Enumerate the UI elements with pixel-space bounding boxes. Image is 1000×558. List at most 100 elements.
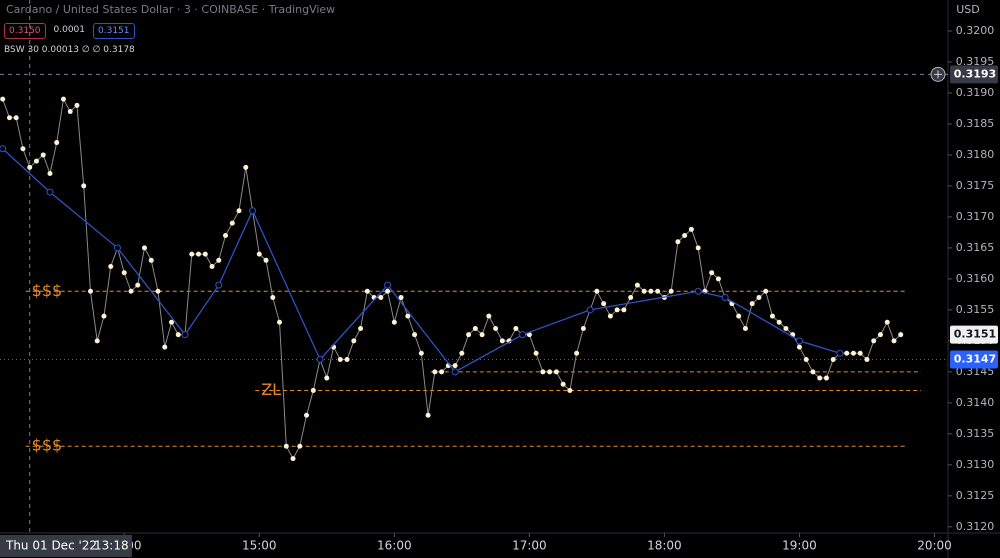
price-dot [54, 140, 60, 146]
price-dot [277, 319, 283, 325]
zigzag-point [215, 281, 223, 289]
zigzag-point [0, 145, 7, 153]
y-tick-label: 0.3175 [956, 179, 995, 192]
level-label: $$$ [32, 436, 63, 455]
zigzag-point [721, 293, 729, 301]
zigzag-point [113, 244, 121, 252]
y-tick-label: 0.3165 [956, 241, 995, 254]
indicator-text: BSW 30 0.00013 ∅ ∅ 0.3178 [4, 45, 135, 55]
marker-price-label-box [950, 350, 998, 369]
zigzag-point [586, 306, 594, 314]
price-dot [405, 313, 411, 319]
price-dot [425, 412, 431, 418]
price-dot [776, 319, 782, 325]
price-dot [621, 307, 627, 313]
symbol-title: Cardano / United States Dollar · 3 · COI… [6, 3, 336, 16]
price-dot [695, 245, 701, 251]
price-dot [803, 356, 809, 362]
price-dot [898, 332, 904, 338]
y-tick-label: 0.3180 [956, 148, 995, 161]
price-dot [749, 301, 755, 307]
price-dot [810, 369, 816, 375]
price-dot [337, 356, 343, 362]
y-tick-label: 0.3160 [956, 272, 995, 285]
price-dot [540, 369, 546, 375]
y-tick-label: 0.3155 [956, 303, 995, 316]
price-dot [74, 102, 80, 108]
price-dot [162, 344, 168, 350]
price-dot [580, 325, 586, 331]
price-dot [243, 164, 249, 170]
price-dot [283, 443, 289, 449]
y-tick-label: 0.3170 [956, 210, 995, 223]
price-dot [155, 288, 161, 294]
price-dot [344, 356, 350, 362]
price-dot [533, 350, 539, 356]
price-dot [216, 257, 222, 263]
y-tick-label: 0.3185 [956, 117, 995, 130]
price-dot [141, 245, 147, 251]
price-dot [641, 288, 647, 294]
price-dot [634, 282, 640, 288]
price-line [2, 97, 902, 460]
price-dot [486, 313, 492, 319]
price-dot [351, 338, 357, 344]
price-dot [783, 325, 789, 331]
x-tick-label: 19:00 [782, 539, 817, 553]
price-dot [736, 313, 742, 319]
crosshair-price-label: 0.3193 [954, 67, 996, 80]
price-dot [209, 264, 215, 269]
price-dot [439, 369, 445, 375]
price-dot [891, 338, 897, 344]
price-dot [398, 294, 404, 300]
close-value: 0.3151 [93, 23, 135, 39]
price-dot [668, 288, 674, 294]
zigzag-point [519, 331, 527, 339]
price-dot [844, 350, 850, 356]
price-dot [864, 356, 870, 362]
price-dot [601, 301, 607, 307]
price-dot [709, 270, 715, 276]
price-dot [67, 109, 73, 115]
y-tick-label: 0.3135 [956, 427, 995, 440]
add-alert-icon [934, 70, 942, 79]
price-dot [675, 239, 681, 245]
y-tick-label: 0.3125 [956, 489, 995, 502]
price-dot [33, 158, 39, 164]
price-dot [40, 152, 46, 158]
price-dot [857, 350, 863, 356]
crosshair-price-label-box [950, 65, 998, 84]
y-tick-label: 0.3120 [956, 520, 995, 533]
price-dot [229, 220, 235, 226]
price-dot [466, 332, 472, 338]
level-label: $$$ [32, 281, 63, 300]
price-dot [263, 257, 269, 263]
price-dot [459, 350, 465, 356]
zigzag-point [181, 331, 189, 339]
price-dot [547, 369, 553, 375]
price-dot [452, 363, 458, 369]
y-tick-label: 0.3200 [956, 24, 995, 37]
price-dot [310, 387, 316, 393]
price-dot [432, 369, 438, 375]
y-tick-label: 0.3190 [956, 86, 995, 99]
price-dot [20, 146, 26, 152]
price-dot [607, 313, 613, 319]
y-tick-label: 0.3140 [956, 396, 995, 409]
price-dot [817, 375, 823, 381]
price-dot [560, 381, 566, 387]
price-dot [378, 294, 384, 300]
price-dot [87, 288, 93, 294]
price-dot [236, 208, 242, 214]
price-dot [614, 307, 620, 313]
zigzag-point [451, 368, 459, 376]
last-price-label-box [950, 325, 998, 344]
zigzag-point [836, 349, 844, 357]
crosshair-date: Thu 01 Dec '22 [5, 539, 97, 553]
price-dot [742, 325, 748, 331]
price-dot [364, 288, 370, 294]
price-dot [148, 257, 154, 263]
price-dot [796, 344, 802, 350]
price-dot [499, 338, 505, 344]
